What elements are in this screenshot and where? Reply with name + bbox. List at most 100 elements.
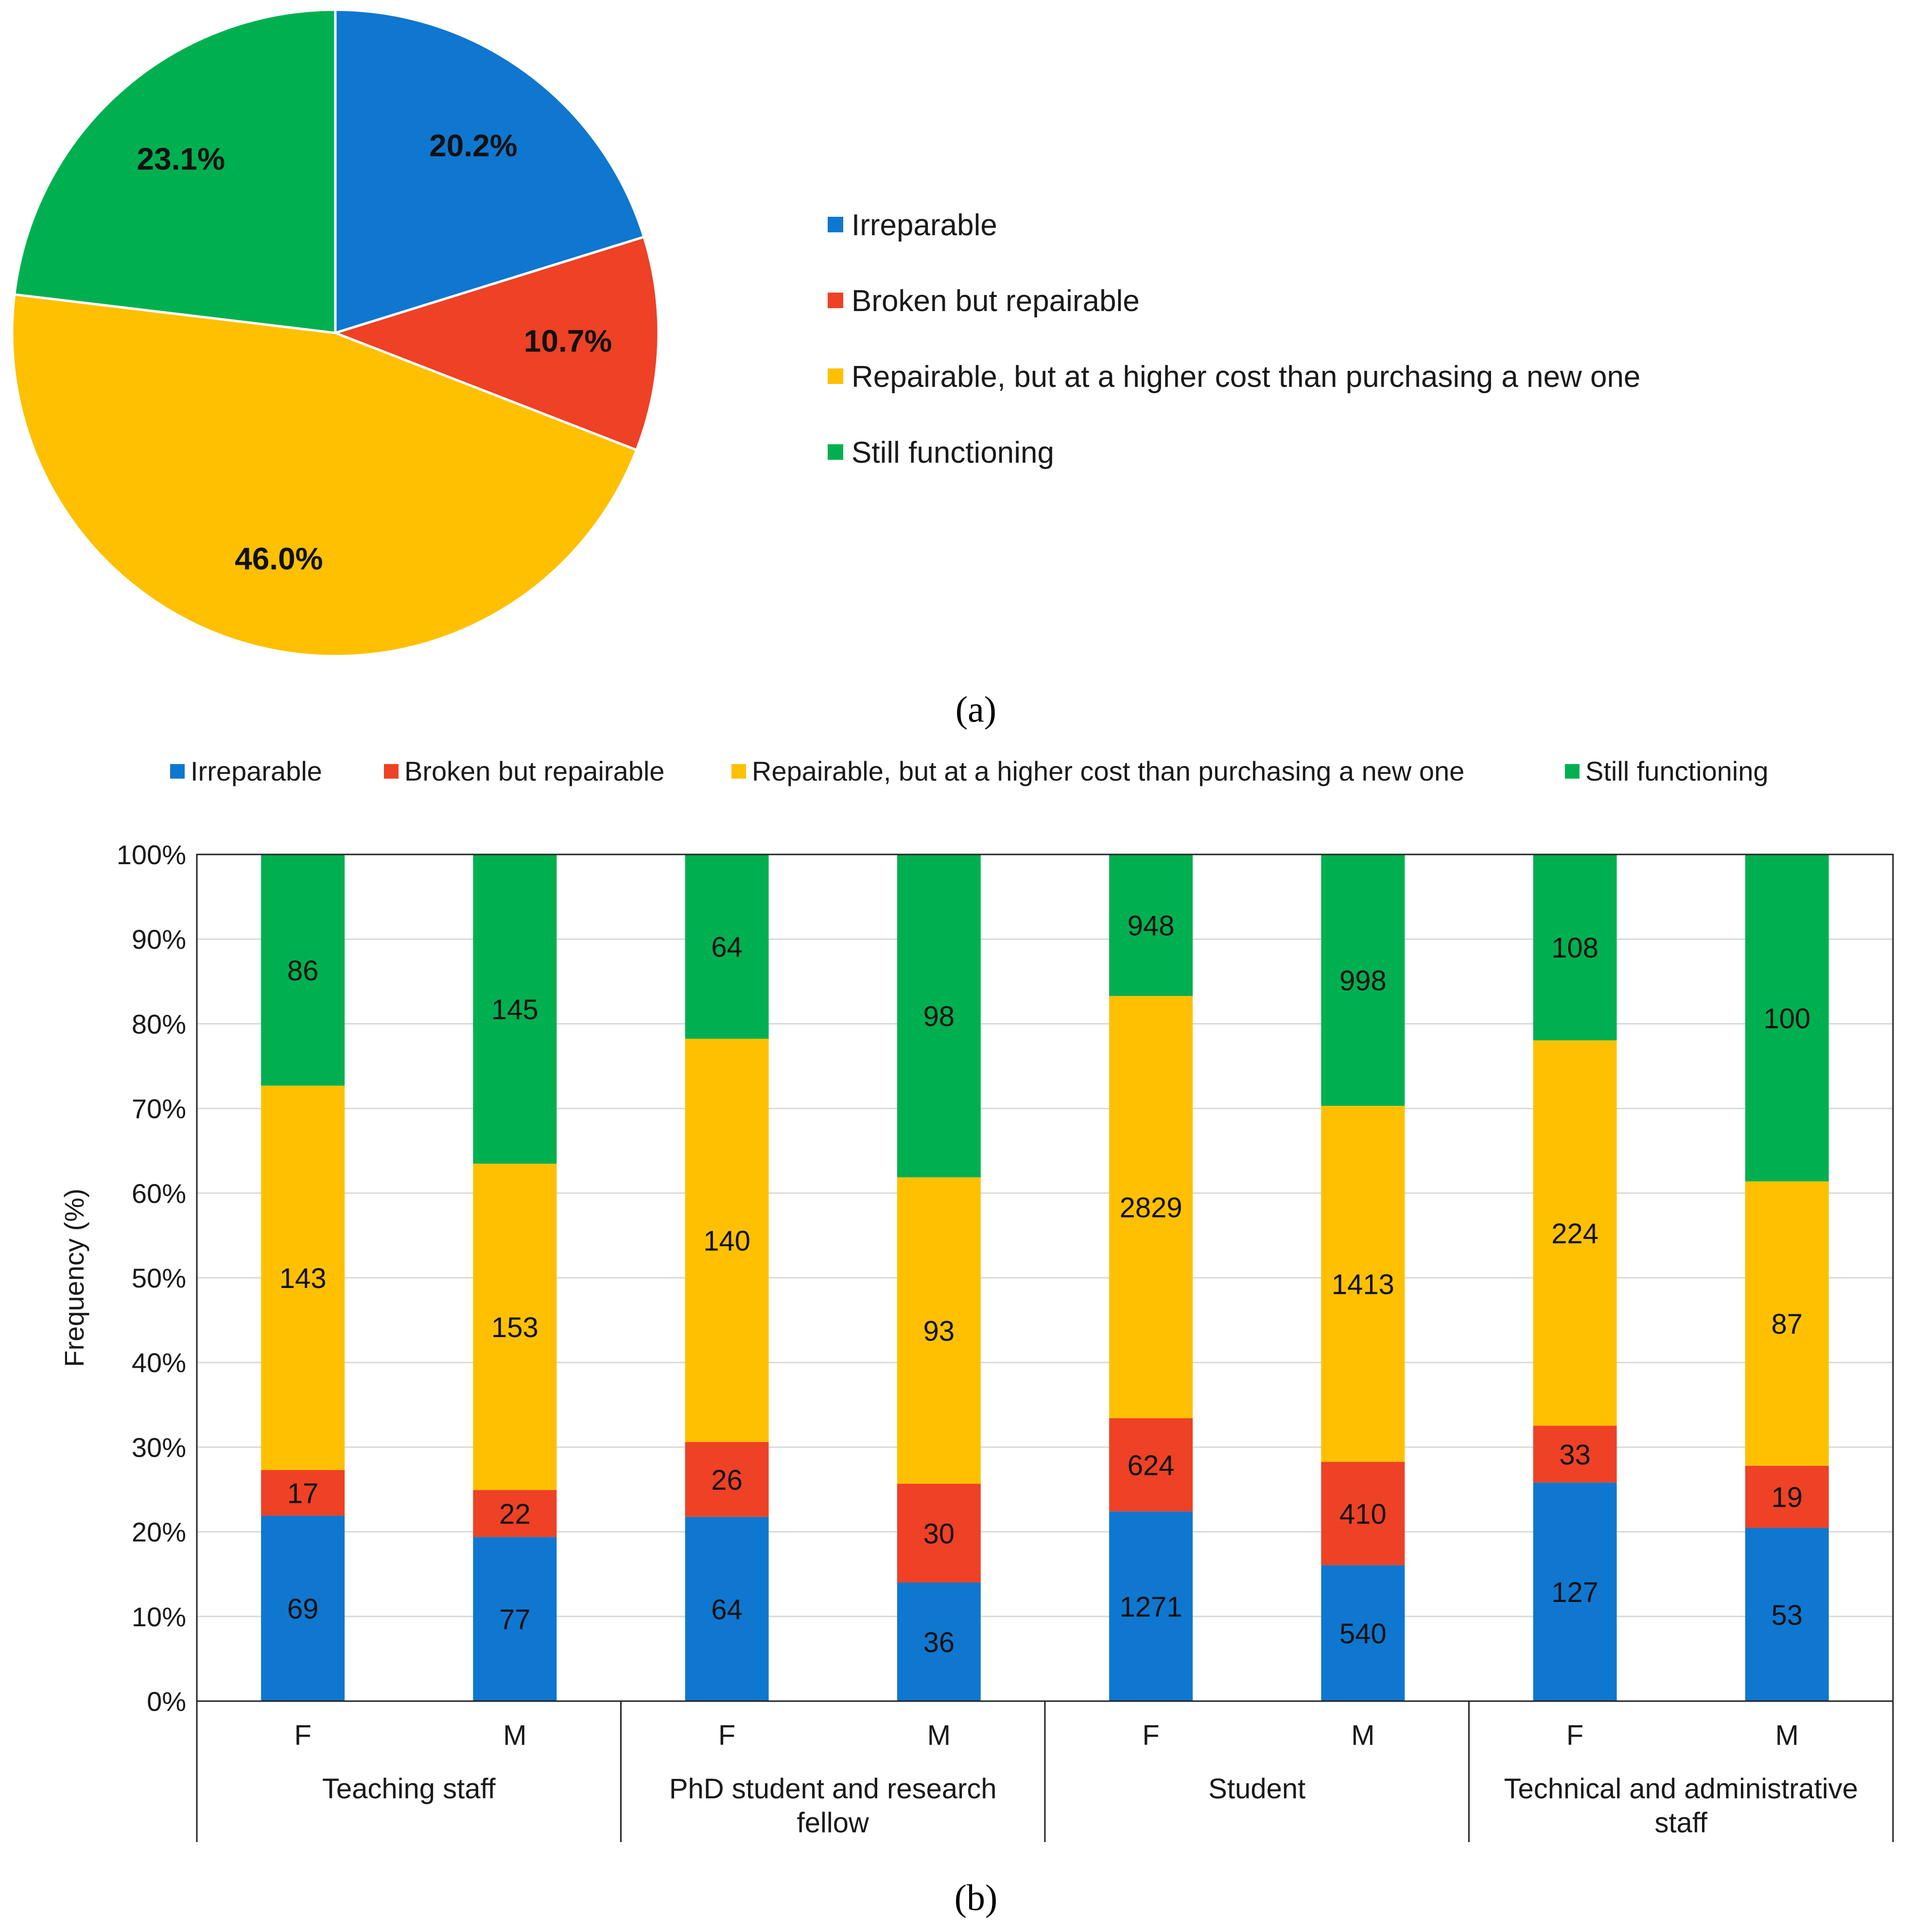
bar-segment-repairable-but-at-a-higher-cost-than-purchasing-a-new-one — [1745, 1181, 1829, 1466]
legend-swatch — [384, 764, 399, 779]
bar-data-label: 224 — [1551, 1218, 1598, 1250]
legend-label: Still functioning — [1585, 756, 1769, 786]
bar-legend: Irreparable Broken but repairable Repairab… — [170, 756, 1769, 786]
bar-data-label: 22 — [499, 1498, 531, 1530]
pie-chart: 20.2% 10.7% 46.0% 23.1% — [11, 8, 660, 658]
bar-data-label: 87 — [1771, 1308, 1803, 1340]
x-tick-label: F — [294, 1720, 311, 1751]
bar-data-label: 410 — [1339, 1498, 1387, 1530]
bar-data-label: 145 — [491, 994, 538, 1026]
bar-data-label: 153 — [491, 1312, 538, 1343]
legend-swatch — [828, 444, 843, 460]
bar-segment-broken-but-repairable — [685, 1442, 769, 1517]
bar-segment-still-functioning — [1745, 854, 1829, 1182]
bar-segment-broken-but-repairable — [261, 1470, 345, 1516]
y-tick-label: 0% — [147, 1686, 186, 1717]
bar-segment-still-functioning — [685, 854, 769, 1039]
bar-segment-irreparable — [897, 1582, 981, 1701]
y-tick-label: 100% — [117, 839, 186, 870]
pie-data-label: 10.7% — [524, 324, 612, 359]
group-label: Technical and administrative staff — [1504, 1773, 1858, 1839]
legend-label: Still functioning — [851, 436, 1054, 470]
bar-data-label: 30 — [923, 1518, 955, 1549]
legend-label: Repairable, but at a higher cost than pu… — [752, 756, 1464, 786]
bar-chart: 0% 10% 20% 30% 40% 50% 60% 70% 80% 90% 100% Frequen… — [59, 839, 1894, 1842]
pie-data-label: 20.2% — [429, 128, 517, 163]
bar-segment-repairable-but-at-a-higher-cost-than-purchasing-a-new-one — [897, 1177, 981, 1484]
y-tick-label: 80% — [132, 1009, 186, 1039]
pie-data-label: 46.0% — [235, 541, 323, 576]
bar-data-label: 86 — [287, 955, 319, 987]
x-tick-label: F — [718, 1720, 735, 1751]
bar-data-label: 64 — [711, 932, 743, 963]
y-tick-label: 60% — [132, 1178, 186, 1209]
legend-swatch — [828, 217, 843, 232]
bar-data-label: 1413 — [1332, 1269, 1394, 1300]
bar-segment-broken-but-repairable — [1109, 1418, 1193, 1512]
x-tick-label: M — [503, 1720, 526, 1751]
legend-swatch — [170, 764, 185, 779]
bar-segment-broken-but-repairable — [1745, 1465, 1829, 1528]
pie-slice-broken-but-repairable — [331, 235, 660, 452]
bar-data-label: 17 — [287, 1478, 319, 1509]
legend-label: Broken but repairable — [851, 284, 1140, 318]
bar-segment-irreparable — [1533, 1482, 1617, 1701]
bar-data-label: 69 — [287, 1593, 319, 1625]
bar-data-label: 2829 — [1120, 1192, 1182, 1224]
pie-slice-repairable-but-at-a-higher-cost-than-purchasing-a-new-one — [11, 293, 639, 658]
x-tick-label: M — [1351, 1720, 1374, 1751]
bar-segment-repairable-but-at-a-higher-cost-than-purchasing-a-new-one — [261, 1085, 345, 1470]
bar-data-label: 1271 — [1120, 1591, 1182, 1623]
bar-data-label: 77 — [499, 1604, 531, 1636]
bar-segment-broken-but-repairable — [1321, 1462, 1405, 1566]
bar-segment-still-functioning — [1321, 854, 1405, 1106]
bar-segment-irreparable — [261, 1515, 345, 1701]
bar-data-label: 143 — [279, 1263, 327, 1294]
y-tick-label: 10% — [132, 1601, 186, 1632]
legend-swatch — [731, 764, 746, 779]
bar-segment-still-functioning — [473, 854, 557, 1164]
y-tick-label: 30% — [132, 1432, 186, 1462]
y-tick-label: 70% — [132, 1094, 186, 1124]
bar-data-label: 624 — [1128, 1450, 1175, 1481]
bar-segment-still-functioning — [1109, 854, 1193, 996]
legend-swatch — [828, 368, 843, 384]
x-tick-label: M — [1775, 1720, 1799, 1751]
bar-segment-still-functioning — [261, 854, 345, 1086]
bar-data-label: 36 — [923, 1627, 955, 1658]
legend-label: Irreparable — [191, 756, 322, 786]
bar-segment-irreparable — [1745, 1528, 1829, 1701]
bar-data-label: 19 — [1771, 1482, 1803, 1514]
y-tick-label: 90% — [132, 924, 186, 955]
legend-swatch — [828, 293, 843, 308]
bar-segment-irreparable — [685, 1516, 769, 1701]
bar-data-label: 998 — [1339, 965, 1387, 997]
x-tick-label: M — [927, 1720, 951, 1751]
bar-segment-repairable-but-at-a-higher-cost-than-purchasing-a-new-one — [685, 1039, 769, 1442]
bar-segment-repairable-but-at-a-higher-cost-than-purchasing-a-new-one — [1321, 1106, 1405, 1462]
bar-data-label: 64 — [711, 1594, 743, 1625]
pie-slice-irreparable — [334, 8, 646, 335]
bar-segment-broken-but-repairable — [473, 1490, 557, 1537]
bar-data-label: 53 — [1771, 1600, 1803, 1631]
legend-label: Broken but repairable — [404, 756, 664, 786]
pie-data-label: 23.1% — [137, 141, 225, 176]
bar-segment-repairable-but-at-a-higher-cost-than-purchasing-a-new-one — [473, 1164, 557, 1490]
group-label: Student — [1208, 1773, 1305, 1805]
pie-slice-still-functioning — [13, 8, 337, 334]
bar-data-label: 33 — [1559, 1439, 1591, 1471]
x-tick-label: F — [1566, 1720, 1583, 1751]
bar-segment-broken-but-repairable — [1533, 1426, 1617, 1483]
y-axis-title: Frequency (%) — [59, 1188, 89, 1367]
group-label: Teaching staff — [322, 1773, 496, 1805]
x-tick-label: F — [1142, 1720, 1159, 1751]
y-tick-label: 50% — [132, 1263, 186, 1293]
bar-segment-repairable-but-at-a-higher-cost-than-purchasing-a-new-one — [1533, 1040, 1617, 1426]
bar-data-label: 100 — [1763, 1003, 1810, 1034]
panel-b-label: (b) — [955, 1878, 998, 1918]
legend-swatch — [1565, 764, 1580, 779]
bar-data-label: 127 — [1551, 1577, 1598, 1608]
bar-data-label: 540 — [1339, 1618, 1387, 1650]
bar-data-label: 140 — [703, 1225, 750, 1257]
